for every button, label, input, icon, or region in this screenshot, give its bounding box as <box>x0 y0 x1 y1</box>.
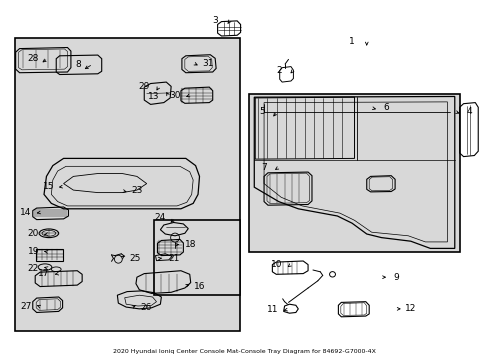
Text: 31: 31 <box>202 58 213 68</box>
Text: 20: 20 <box>27 230 39 238</box>
Text: 24: 24 <box>154 213 166 222</box>
Text: 25: 25 <box>129 254 141 263</box>
Text: 21: 21 <box>167 254 179 263</box>
Text: 10: 10 <box>270 260 282 269</box>
Text: 16: 16 <box>193 282 205 291</box>
Text: 15: 15 <box>43 182 55 191</box>
Text: 11: 11 <box>266 305 278 314</box>
Bar <box>249 94 459 252</box>
Bar <box>154 220 239 295</box>
Text: 7: 7 <box>261 163 266 172</box>
Text: 12: 12 <box>404 304 416 313</box>
Text: 2: 2 <box>275 66 281 75</box>
Text: 6: 6 <box>383 104 388 112</box>
Bar <box>15 38 239 331</box>
Text: 5: 5 <box>259 107 265 116</box>
Text: 18: 18 <box>184 240 196 249</box>
Text: 19: 19 <box>27 247 39 256</box>
Text: 26: 26 <box>140 303 151 312</box>
Text: 13: 13 <box>148 92 160 101</box>
Text: 17: 17 <box>38 269 50 278</box>
Text: 14: 14 <box>20 208 32 217</box>
Text: 30: 30 <box>169 91 181 100</box>
Text: 23: 23 <box>131 186 142 195</box>
Text: 8: 8 <box>75 59 81 68</box>
Bar <box>36 249 62 261</box>
Text: 28: 28 <box>27 54 39 63</box>
Text: 2020 Hyundai Ioniq Center Console Mat-Console Tray Diagram for 84692-G7000-4X: 2020 Hyundai Ioniq Center Console Mat-Co… <box>113 350 375 355</box>
Text: 3: 3 <box>212 16 218 25</box>
Text: 9: 9 <box>392 273 398 282</box>
Text: 1: 1 <box>348 37 354 46</box>
Text: 4: 4 <box>466 107 471 116</box>
Text: 29: 29 <box>138 82 150 91</box>
Text: 27: 27 <box>20 302 32 311</box>
Text: 22: 22 <box>27 264 39 273</box>
